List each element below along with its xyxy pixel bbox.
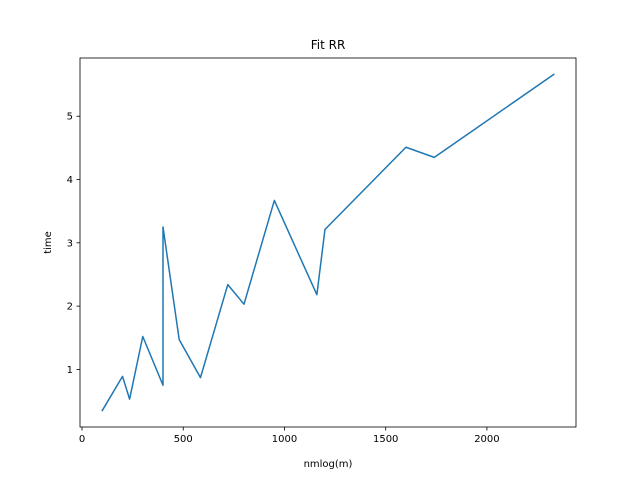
x-tick-label: 1500 xyxy=(373,434,398,445)
y-tick-label: 4 xyxy=(67,175,73,186)
x-tick-label: 0 xyxy=(79,434,85,445)
y-tick-label: 5 xyxy=(67,112,73,123)
y-tick-label: 2 xyxy=(67,302,73,313)
chart-title: Fit RR xyxy=(311,38,346,52)
x-axis-label: nmlog(m) xyxy=(304,459,353,470)
y-tick-label: 3 xyxy=(67,238,73,249)
x-tick-label: 1000 xyxy=(272,434,297,445)
x-tick-label: 500 xyxy=(174,434,193,445)
y-axis-label: time xyxy=(43,231,54,254)
y-tick-label: 1 xyxy=(67,365,73,376)
x-tick-label: 2000 xyxy=(474,434,499,445)
